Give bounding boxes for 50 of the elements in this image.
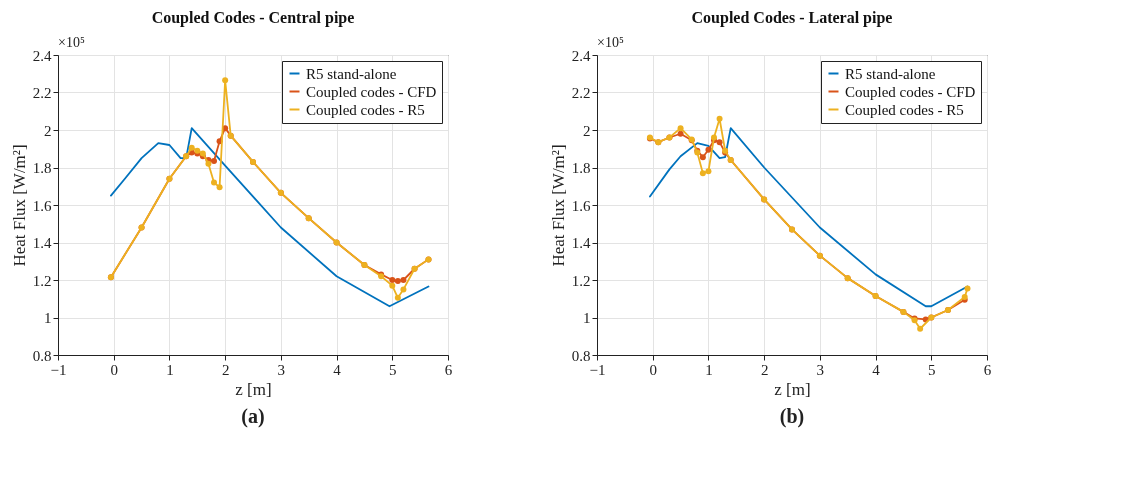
text: ×10⁵ [597, 35, 624, 50]
legend-label: Coupled codes - CFD [306, 83, 437, 100]
y-tick-label: 1 [583, 310, 591, 326]
y-axis-title: Heat Flux [W/m²] [9, 144, 29, 267]
x-tick-label: 1 [166, 361, 174, 378]
x-tick-label: 2 [760, 361, 769, 378]
x-tick-label: 6 [983, 361, 992, 378]
legend-label: Coupled codes - R5 [306, 101, 425, 118]
y-tick-label: 1.4 [32, 235, 52, 251]
y-tick-label: 1.8 [32, 160, 52, 176]
chart-title: Coupled Codes - Lateral pipe [691, 9, 893, 27]
legend-label: Coupled codes - CFD [845, 83, 976, 100]
y-tick-label: 1.2 [32, 272, 52, 289]
y-tick-label: 1.2 [571, 272, 591, 289]
y-tick-label: 2.2 [32, 85, 52, 101]
x-tick-label: 5 [389, 361, 397, 378]
y-tick-label: 2.2 [571, 85, 591, 101]
x-tick-label: 0 [649, 361, 657, 378]
y-axis-title: Heat Flux [W/m²] [548, 144, 568, 267]
x-tick-label: 6 [444, 361, 453, 378]
x-tick-label: 0 [110, 361, 118, 378]
x-axis-title: z [m] [774, 379, 811, 399]
text: (a) [241, 405, 265, 428]
y-tick-label: 1 [44, 310, 52, 326]
x-axis-title: z [m] [235, 379, 272, 399]
y-tick-label: 1.8 [571, 160, 591, 176]
x-tick-label: 2 [221, 361, 230, 378]
x-tick-label: −1 [50, 361, 67, 378]
text: (b) [779, 405, 805, 428]
x-tick-label: 4 [333, 361, 342, 378]
legend-label: R5 stand-alone [845, 65, 936, 82]
y-tick-label: 1.6 [32, 197, 52, 214]
x-tick-label: 1 [705, 361, 713, 378]
y-tick-label: 2.4 [32, 47, 52, 64]
legend-label: Coupled codes - R5 [845, 101, 964, 118]
text: ×10⁵ [58, 35, 85, 50]
y-tick-label: 2.4 [571, 47, 591, 64]
y-tick-label: 2 [44, 122, 52, 139]
y-tick-label: 1.6 [571, 197, 591, 214]
x-tick-label: 3 [277, 361, 286, 378]
x-tick-label: 4 [872, 361, 881, 378]
x-tick-label: −1 [589, 361, 606, 378]
chart-title: Coupled Codes - Central pipe [151, 9, 355, 27]
y-tick-label: 2 [583, 122, 591, 139]
y-tick-label: 0.8 [32, 347, 52, 364]
y-tick-label: 0.8 [571, 347, 591, 364]
x-tick-label: 5 [928, 361, 936, 378]
x-tick-label: 3 [816, 361, 825, 378]
y-tick-label: 1.4 [571, 235, 591, 251]
legend-label: R5 stand-alone [306, 65, 397, 82]
